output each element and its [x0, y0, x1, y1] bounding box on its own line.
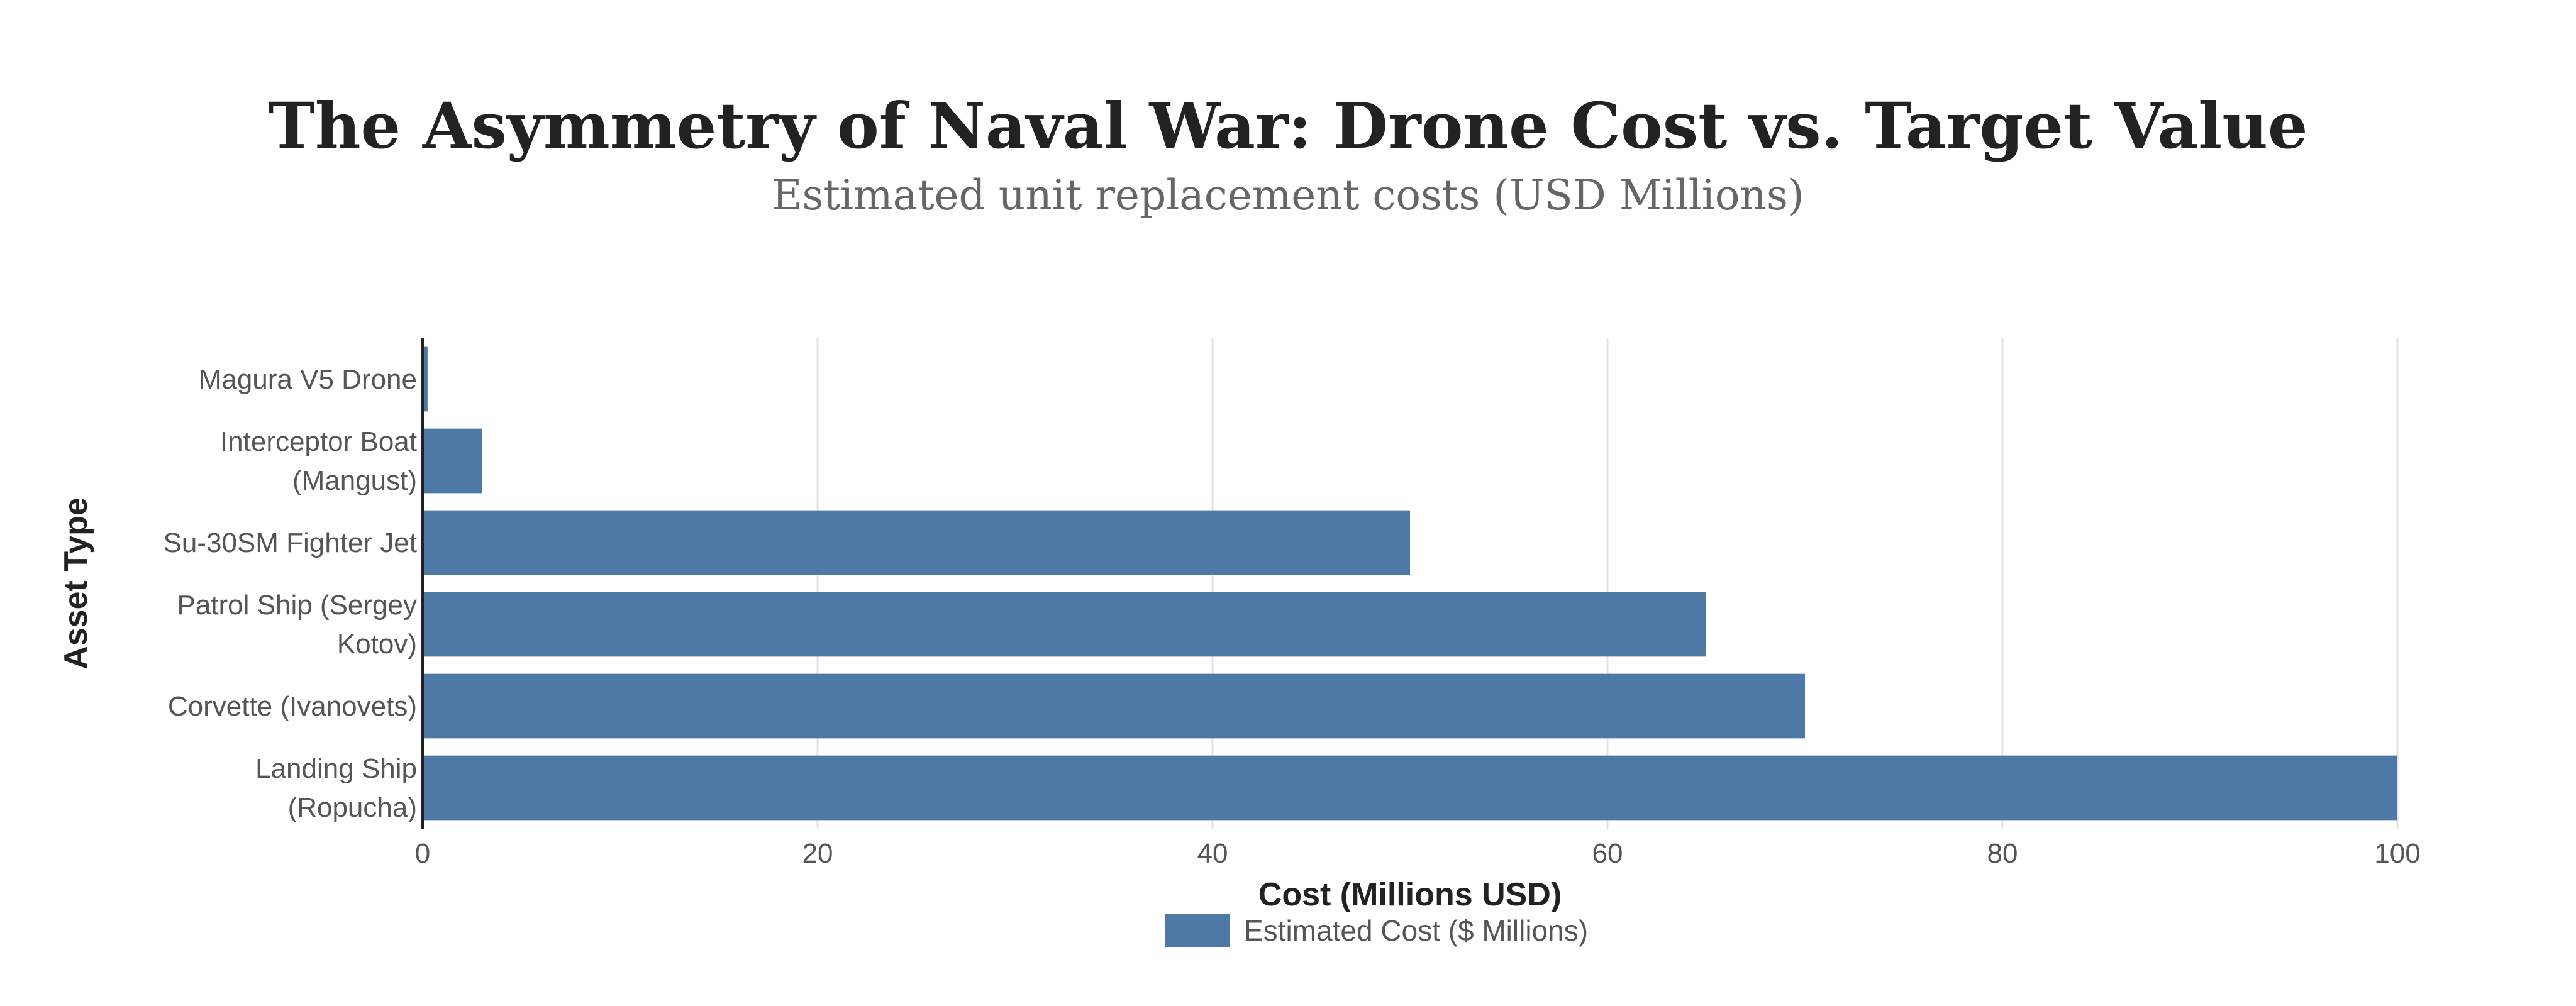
legend-swatch [1165, 914, 1230, 947]
bar[interactable] [423, 346, 428, 412]
x-tick-label: 20 [802, 838, 833, 869]
legend[interactable]: Estimated Cost ($ Millions) [1165, 914, 1588, 947]
y-tick-label: Corvette (Ivanovets) [168, 691, 417, 722]
bar[interactable] [423, 510, 1410, 575]
y-tick-label: Landing Ship [255, 753, 417, 784]
y-tick-label: (Mangust) [292, 465, 417, 496]
y-tick-label: Patrol Ship (Sergey [177, 590, 417, 621]
legend-label: Estimated Cost ($ Millions) [1244, 914, 1588, 947]
x-tick-label: 60 [1592, 838, 1623, 869]
y-tick-label: Interceptor Boat [220, 426, 417, 457]
bar[interactable] [423, 592, 1706, 657]
x-tick-label: 100 [2374, 838, 2420, 869]
y-tick-labels: Magura V5 Drone Interceptor Boat (Mangust)… [164, 364, 418, 823]
y-axis-title: Asset Type [58, 497, 94, 670]
x-tick-labels: 0 20 40 60 80 100 [415, 838, 2421, 869]
y-tick-label: Magura V5 Drone [199, 364, 417, 395]
chart-subtitle: Estimated unit replacement costs (USD Mi… [772, 171, 1804, 219]
x-tick-label: 0 [415, 838, 430, 869]
y-tick-label: Su-30SM Fighter Jet [164, 528, 418, 558]
chart-title: The Asymmetry of Naval War: Drone Cost v… [268, 89, 2307, 163]
bar[interactable] [423, 755, 2397, 821]
bar[interactable] [423, 428, 482, 494]
x-axis-title: Cost (Millions USD) [1258, 876, 1562, 913]
grid-lines [816, 338, 2399, 829]
y-tick-label: (Ropucha) [288, 792, 417, 823]
bars [423, 346, 2397, 821]
bar[interactable] [423, 673, 1805, 739]
x-tick-label: 80 [1987, 838, 2018, 869]
x-tick-label: 40 [1197, 838, 1228, 869]
y-tick-label: Kotov) [337, 629, 417, 660]
